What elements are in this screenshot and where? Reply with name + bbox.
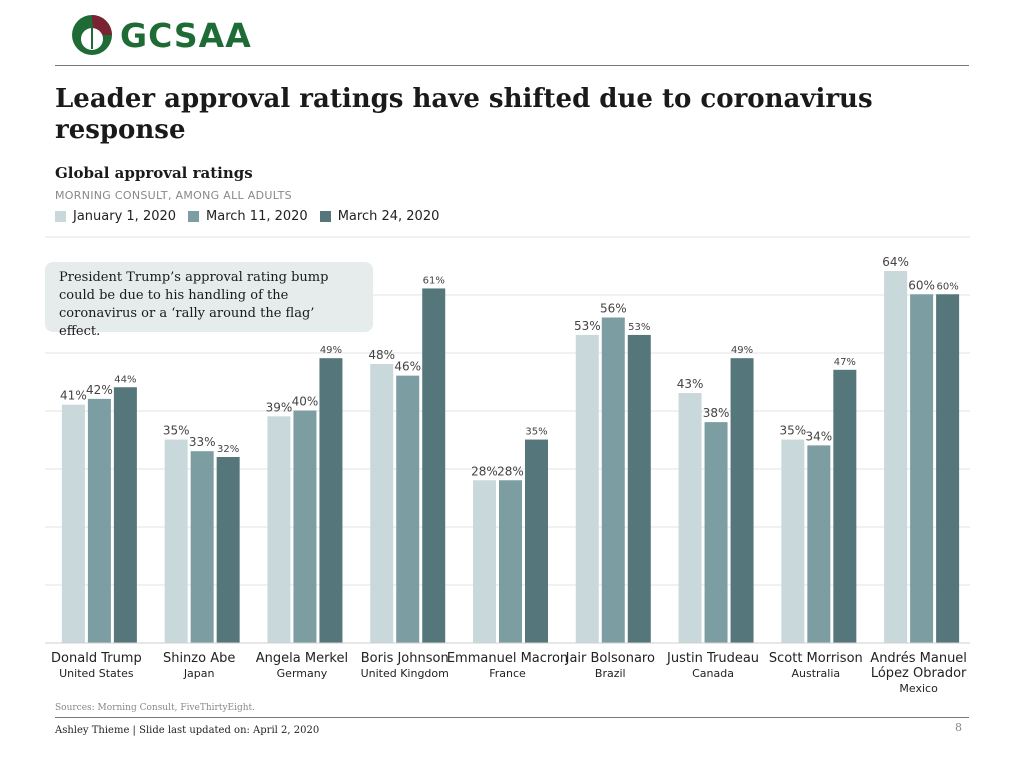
footer-divider	[55, 717, 969, 718]
category-label-3: Boris Johnson	[361, 651, 449, 666]
bar-value-label-8-1: 60%	[908, 278, 935, 292]
category-label-1: Shinzo Abe	[163, 651, 235, 666]
bar-8-2	[936, 294, 960, 643]
bar-5-0	[575, 334, 599, 643]
chart-legend: January 1, 2020 March 11, 2020 March 24,…	[55, 209, 451, 224]
bar-0-1	[87, 398, 111, 643]
bar-5-2	[627, 334, 651, 643]
bar-value-label-5-1: 56%	[600, 302, 627, 316]
category-label-4: Emmanuel Macron	[447, 651, 568, 666]
category-label-5: Jair Bolsonaro	[565, 651, 655, 666]
category-label-8: Andrés Manuel	[870, 651, 967, 666]
bar-2-1	[293, 410, 317, 643]
chart-subtitle: Global approval ratings	[55, 164, 253, 182]
bar-value-label-2-0: 39%	[266, 400, 293, 414]
chart-source-line: MORNING CONSULT, AMONG ALL ADULTS	[55, 189, 292, 202]
bar-value-label-0-1: 42%	[86, 383, 113, 397]
bar-value-label-1-0: 35%	[163, 424, 190, 438]
legend-item-mar11: March 11, 2020	[188, 209, 308, 224]
bar-4-1	[499, 480, 522, 643]
bar-6-1	[704, 422, 728, 643]
bar-value-label-0-0: 41%	[60, 389, 87, 403]
bar-8-1	[910, 294, 934, 643]
bar-1-2	[216, 457, 240, 643]
category-country-8: Mexico	[899, 682, 938, 695]
category-country-7: Australia	[791, 667, 840, 680]
bar-value-label-5-0: 53%	[574, 319, 601, 333]
bar-value-label-0-2: 44%	[114, 374, 136, 385]
bar-2-0	[267, 416, 291, 643]
category-country-0: United States	[59, 667, 134, 680]
bar-value-label-3-1: 46%	[394, 360, 421, 374]
legend-label-mar11: March 11, 2020	[206, 209, 308, 224]
category-country-6: Canada	[692, 667, 734, 680]
page-title: Leader approval ratings have shifted due…	[55, 84, 873, 145]
bar-value-label-7-1: 34%	[805, 429, 832, 443]
bar-value-label-4-0: 28%	[471, 464, 498, 478]
category-country-1: Japan	[183, 667, 215, 680]
bar-6-2	[730, 358, 754, 643]
bar-value-label-7-2: 47%	[834, 357, 856, 368]
bar-value-label-8-2: 60%	[936, 281, 958, 292]
legend-label-jan: January 1, 2020	[73, 209, 177, 224]
category-label-line2-8: López Obrador	[871, 666, 967, 681]
bar-value-label-3-0: 48%	[368, 348, 395, 362]
callout-note: President Trump’s approval rating bump c…	[45, 262, 373, 339]
legend-item-mar24: March 24, 2020	[319, 209, 440, 224]
bar-value-label-2-2: 49%	[320, 345, 342, 356]
bar-value-label-1-1: 33%	[189, 435, 216, 449]
page-number: 8	[955, 721, 962, 734]
category-label-6: Justin Trudeau	[666, 651, 759, 666]
category-country-2: Germany	[277, 667, 328, 680]
bar-value-label-7-0: 35%	[779, 424, 806, 438]
gcsaa-emblem-icon	[72, 15, 112, 55]
logo-text: GCSAA	[120, 15, 252, 55]
bar-4-2	[525, 439, 548, 643]
category-label-7: Scott Morrison	[769, 651, 863, 666]
bar-3-1	[396, 375, 420, 643]
bar-1-0	[164, 439, 188, 643]
bar-6-0	[678, 393, 702, 643]
bar-value-label-4-1: 28%	[497, 464, 524, 478]
legend-label-mar24: March 24, 2020	[337, 209, 440, 224]
sources-note: Sources: Morning Consult, FiveThirtyEigh…	[55, 703, 256, 713]
bar-3-0	[370, 364, 394, 643]
bar-value-label-6-1: 38%	[703, 406, 730, 420]
footer-text: Ashley Thieme | Slide last updated on: A…	[55, 725, 320, 736]
header-divider	[55, 65, 969, 66]
gcsaa-logo: GCSAA	[70, 11, 270, 59]
bar-value-label-1-2: 32%	[217, 444, 239, 455]
bar-7-0	[781, 439, 805, 643]
bar-7-1	[807, 445, 831, 643]
bar-value-label-4-2: 35%	[525, 427, 547, 438]
category-label-0: Donald Trump	[51, 651, 142, 666]
bar-2-2	[319, 358, 343, 643]
category-label-2: Angela Merkel	[256, 651, 348, 666]
bar-value-label-8-0: 64%	[882, 255, 909, 269]
category-country-4: France	[489, 667, 526, 680]
category-country-3: United Kingdom	[361, 667, 449, 680]
bar-5-1	[601, 317, 625, 643]
legend-swatch-mar24	[319, 211, 331, 222]
bar-4-0	[473, 480, 496, 643]
bar-1-1	[190, 451, 214, 643]
bar-0-0	[61, 404, 85, 643]
bar-0-2	[113, 387, 137, 643]
bar-8-0	[884, 271, 908, 643]
bar-3-2	[422, 288, 446, 643]
legend-swatch-jan	[55, 211, 66, 222]
bar-7-2	[833, 369, 857, 643]
legend-swatch-mar11	[188, 211, 200, 222]
bar-value-label-5-2: 53%	[628, 322, 650, 333]
bar-value-label-6-2: 49%	[731, 345, 753, 356]
bar-value-label-3-2: 61%	[423, 275, 445, 286]
bar-value-label-2-1: 40%	[292, 395, 319, 409]
bar-value-label-6-0: 43%	[677, 377, 704, 391]
legend-item-jan: January 1, 2020	[55, 209, 176, 224]
category-country-5: Brazil	[595, 667, 626, 680]
